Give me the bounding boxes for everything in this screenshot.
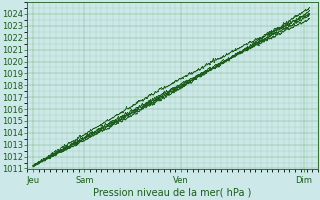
X-axis label: Pression niveau de la mer( hPa ): Pression niveau de la mer( hPa ) [93,188,252,198]
